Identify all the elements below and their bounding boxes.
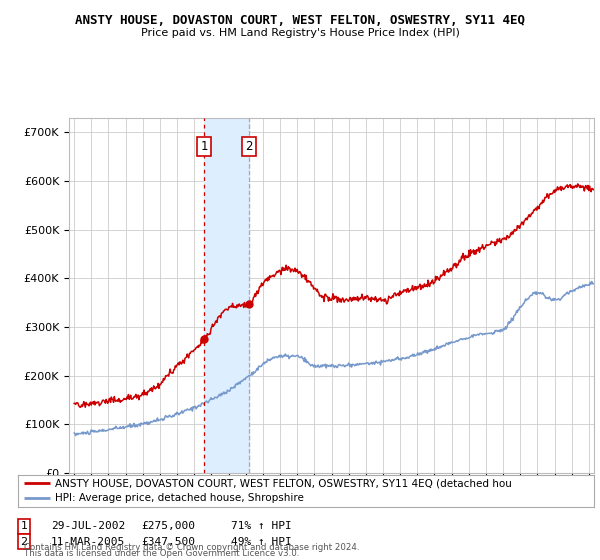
Bar <box>204 118 249 473</box>
Text: 1: 1 <box>200 141 208 153</box>
Text: 1: 1 <box>20 521 28 531</box>
Text: 29-JUL-2002: 29-JUL-2002 <box>51 521 125 531</box>
Text: 2: 2 <box>20 536 28 547</box>
Text: Price paid vs. HM Land Registry's House Price Index (HPI): Price paid vs. HM Land Registry's House … <box>140 28 460 38</box>
Text: 71% ↑ HPI: 71% ↑ HPI <box>231 521 292 531</box>
Text: ANSTY HOUSE, DOVASTON COURT, WEST FELTON, OSWESTRY, SY11 4EQ: ANSTY HOUSE, DOVASTON COURT, WEST FELTON… <box>75 14 525 27</box>
Text: Contains HM Land Registry data © Crown copyright and database right 2024.: Contains HM Land Registry data © Crown c… <box>24 543 359 552</box>
Text: HPI: Average price, detached house, Shropshire: HPI: Average price, detached house, Shro… <box>55 493 304 503</box>
Text: 2: 2 <box>245 141 253 153</box>
Text: £275,000: £275,000 <box>141 521 195 531</box>
Text: 11-MAR-2005: 11-MAR-2005 <box>51 536 125 547</box>
Text: £347,500: £347,500 <box>141 536 195 547</box>
Text: 49% ↑ HPI: 49% ↑ HPI <box>231 536 292 547</box>
Text: ANSTY HOUSE, DOVASTON COURT, WEST FELTON, OSWESTRY, SY11 4EQ (detached hou: ANSTY HOUSE, DOVASTON COURT, WEST FELTON… <box>55 478 512 488</box>
Text: This data is licensed under the Open Government Licence v3.0.: This data is licensed under the Open Gov… <box>24 549 299 558</box>
